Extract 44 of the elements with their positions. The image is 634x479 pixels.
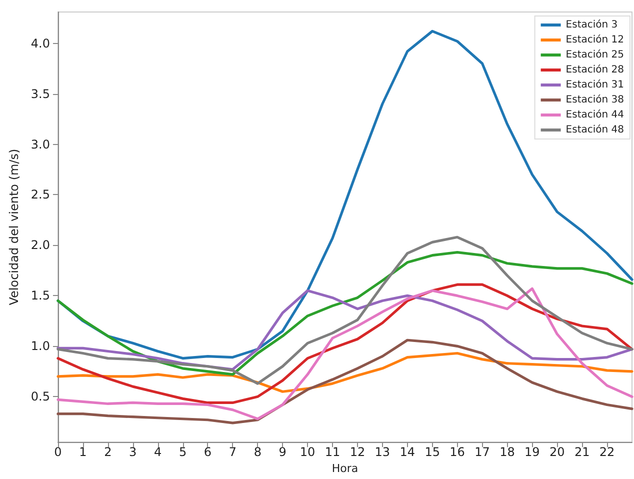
x-tick-label: 21 <box>574 445 590 460</box>
y-tick-label: 0.5 <box>30 390 50 404</box>
y-tick-label: 2.5 <box>30 188 50 202</box>
x-tick-label: 7 <box>228 445 237 460</box>
y-tick-label: 3.0 <box>30 137 50 152</box>
x-tick-label: 6 <box>204 445 212 460</box>
x-tick-label: 19 <box>524 445 540 460</box>
x-tick-label: 9 <box>278 445 286 460</box>
line-series <box>56 338 634 424</box>
x-tick-label: 17 <box>474 445 490 460</box>
x-tick-label: 14 <box>400 445 416 460</box>
legend-label: Estación 31 <box>566 80 624 90</box>
x-tick-label: 16 <box>450 445 465 460</box>
x-tick-label: 10 <box>300 445 316 460</box>
line-series <box>56 250 634 376</box>
x-tick-label: 22 <box>599 445 615 460</box>
y-tick-label: 4.0 <box>30 36 50 50</box>
y-tick-label: 1.0 <box>30 339 50 354</box>
x-tick-label: 12 <box>350 445 366 460</box>
x-tick-label: 4 <box>154 445 162 460</box>
x-tick-label: 15 <box>424 445 440 460</box>
x-tick-label: 8 <box>254 445 262 460</box>
legend-label: Estación 44 <box>566 110 624 120</box>
legend-label: Estación 12 <box>566 34 624 46</box>
legend-label: Estación 38 <box>566 94 624 106</box>
legend-label: Estación 25 <box>566 50 624 60</box>
x-tick-label: 13 <box>374 445 390 460</box>
x-tick-label: 11 <box>324 445 340 460</box>
x-tick-label: 3 <box>129 445 137 460</box>
y-tick-label: 1.5 <box>30 288 50 303</box>
x-tick-label: 20 <box>549 445 565 460</box>
y-tick-label: 2.0 <box>30 238 50 252</box>
legend-label: Estación 3 <box>566 20 618 30</box>
line-series <box>56 352 634 393</box>
x-axis-title: Hora <box>332 462 358 475</box>
x-tick-label: 5 <box>178 445 187 460</box>
x-tick-label: 18 <box>500 445 515 460</box>
x-tick-label: 2 <box>104 445 112 460</box>
y-axis-title: Velocidad del viento (m/s) <box>7 148 21 306</box>
x-tick-label: 1 <box>79 445 87 460</box>
legend-label: Estación 28 <box>566 64 624 76</box>
y-tick-label: 3.5 <box>30 86 50 101</box>
legend-label: Estación 48 <box>566 124 624 136</box>
x-tick-label: 0 <box>54 445 62 460</box>
